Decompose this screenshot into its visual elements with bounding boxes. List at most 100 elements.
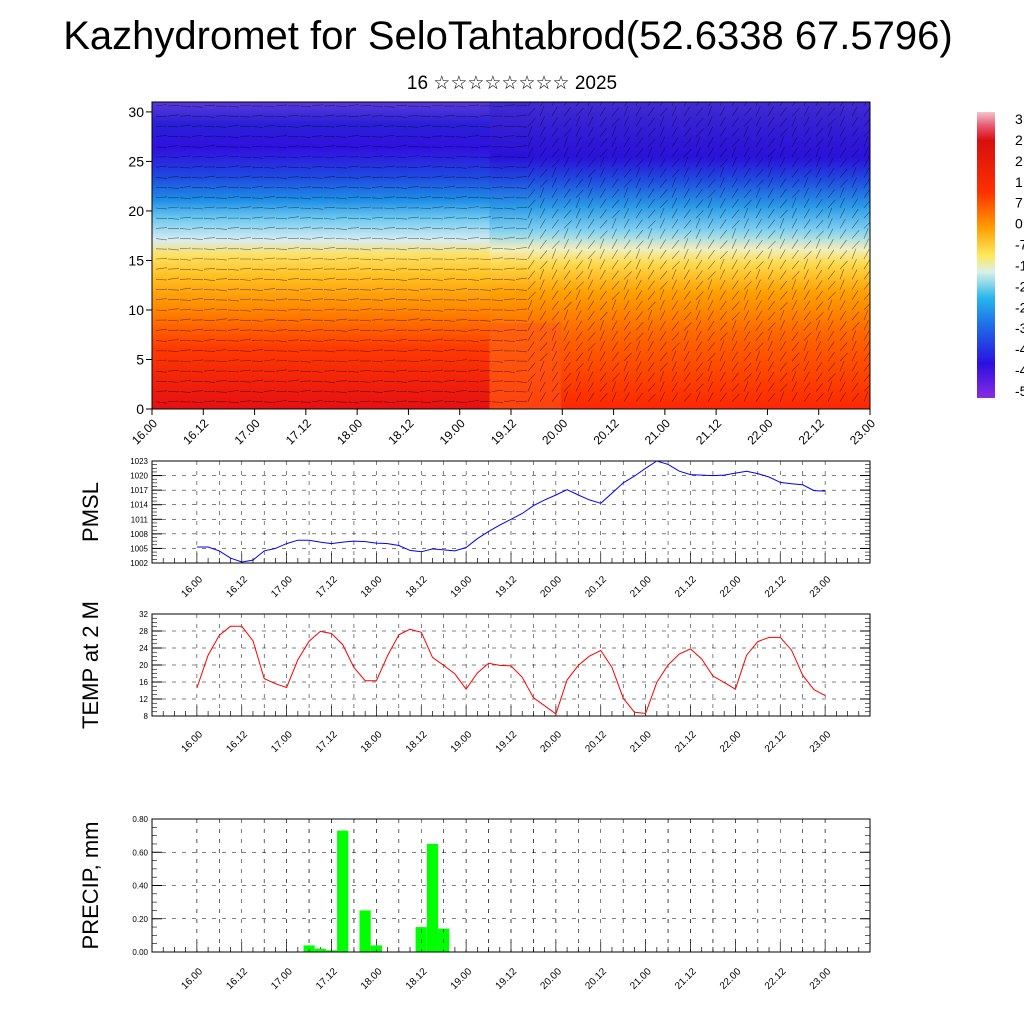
- wind-barb: [287, 216, 299, 219]
- wind-barb: [155, 238, 167, 241]
- wind-barb: [599, 269, 606, 280]
- wind-barb: [791, 279, 797, 290]
- wind-barb: [227, 165, 239, 168]
- wind-barb: [191, 196, 203, 199]
- wind-barb: [659, 362, 668, 372]
- wind-barb: [503, 359, 516, 362]
- wind-barb: [743, 249, 751, 260]
- wind-barb: [287, 247, 299, 250]
- wind-barb: [815, 269, 822, 280]
- wind-barb: [347, 146, 360, 148]
- wind-barb: [311, 390, 324, 392]
- wind-barb: [719, 392, 727, 402]
- heatmap-x-tick-label: 21.12: [693, 416, 724, 447]
- wind-barb: [335, 105, 348, 107]
- wind-barb: [743, 136, 749, 147]
- wind-barb: [791, 320, 799, 331]
- wind-barb: [479, 176, 492, 178]
- heatmap-x-tick-label: 17.00: [232, 416, 263, 447]
- wind-barb: [623, 126, 630, 137]
- wind-barb: [539, 168, 548, 178]
- wind-barb: [791, 310, 798, 321]
- wind-barb: [479, 339, 492, 341]
- wind-barb: [491, 360, 503, 363]
- wind-barb: [203, 350, 216, 352]
- wind-barb: [239, 175, 251, 178]
- wind-barb: [167, 145, 179, 148]
- wind-barb: [251, 349, 263, 352]
- colorbar-tick-label: -2: [1015, 299, 1024, 315]
- wind-barb: [827, 249, 835, 260]
- wind-barb: [575, 362, 584, 372]
- wind-barb: [467, 329, 480, 331]
- wind-barb: [755, 321, 763, 331]
- wind-barb: [719, 158, 728, 168]
- wind-barb: [275, 146, 287, 149]
- precip-x-tick-label: 20.00: [539, 966, 565, 992]
- wind-barb: [179, 247, 192, 250]
- colorbar-tick-label: -1: [1015, 257, 1024, 273]
- temp-x-tick-label: 17.12: [314, 729, 340, 755]
- wind-barb: [287, 319, 299, 322]
- wind-barb: [803, 371, 810, 382]
- wind-barb: [479, 207, 492, 209]
- wind-barb: [347, 207, 359, 210]
- wind-barb: [359, 114, 371, 117]
- wind-barb: [815, 330, 821, 341]
- wind-barb: [551, 167, 557, 178]
- wind-barb: [647, 220, 656, 229]
- wind-barb: [179, 330, 192, 332]
- wind-barb: [215, 318, 227, 321]
- wind-barb: [575, 260, 584, 270]
- wind-barb: [743, 102, 748, 107]
- wind-barb: [659, 157, 667, 168]
- wind-barb: [659, 370, 665, 382]
- colorbar-tick-label: -7: [1015, 237, 1024, 253]
- wind-barb: [839, 105, 845, 117]
- wind-barb: [491, 268, 504, 271]
- wind-barb: [767, 106, 774, 117]
- heatmap-y-tick-label: 5: [136, 351, 144, 367]
- wind-barb: [155, 340, 168, 342]
- wind-barb: [215, 247, 228, 250]
- pmsl-x-tick-label: 21.12: [673, 574, 699, 600]
- wind-barb: [851, 240, 860, 250]
- wind-barb: [791, 147, 798, 158]
- wind-barb: [851, 137, 860, 147]
- wind-barb: [323, 308, 335, 311]
- wind-barb: [491, 186, 504, 188]
- wind-barb: [827, 218, 833, 229]
- wind-barb: [335, 318, 347, 321]
- wind-barb: [635, 177, 641, 188]
- wind-barb: [599, 148, 608, 158]
- temp-y-tick-label: 20: [139, 661, 148, 670]
- wind-barb: [599, 280, 607, 290]
- wind-barb: [155, 267, 167, 270]
- wind-barb: [599, 219, 608, 229]
- wind-barb: [299, 197, 311, 200]
- precip-y-tick-label: 0.40: [132, 882, 148, 891]
- wind-barb: [251, 145, 264, 148]
- wind-barb: [623, 381, 630, 392]
- wind-barb: [599, 382, 608, 392]
- wind-barb: [311, 309, 324, 312]
- wind-barb: [323, 350, 335, 353]
- wind-barb: [635, 290, 643, 300]
- wind-barb: [395, 115, 407, 118]
- wind-barb: [179, 299, 192, 301]
- wind-barb: [287, 114, 299, 117]
- wind-barb: [803, 229, 811, 239]
- wind-barb: [851, 382, 859, 392]
- wind-barb: [539, 381, 546, 392]
- wind-barb: [707, 168, 716, 178]
- wind-barb: [155, 196, 168, 199]
- wind-barb: [191, 146, 204, 148]
- wind-barb: [191, 288, 204, 290]
- wind-barb: [863, 157, 870, 168]
- wind-barb: [539, 105, 545, 117]
- wind-barb: [803, 219, 811, 229]
- wind-barb: [599, 188, 606, 198]
- wind-barb: [383, 268, 395, 271]
- wind-barb: [515, 187, 527, 189]
- wind-barb: [215, 380, 227, 382]
